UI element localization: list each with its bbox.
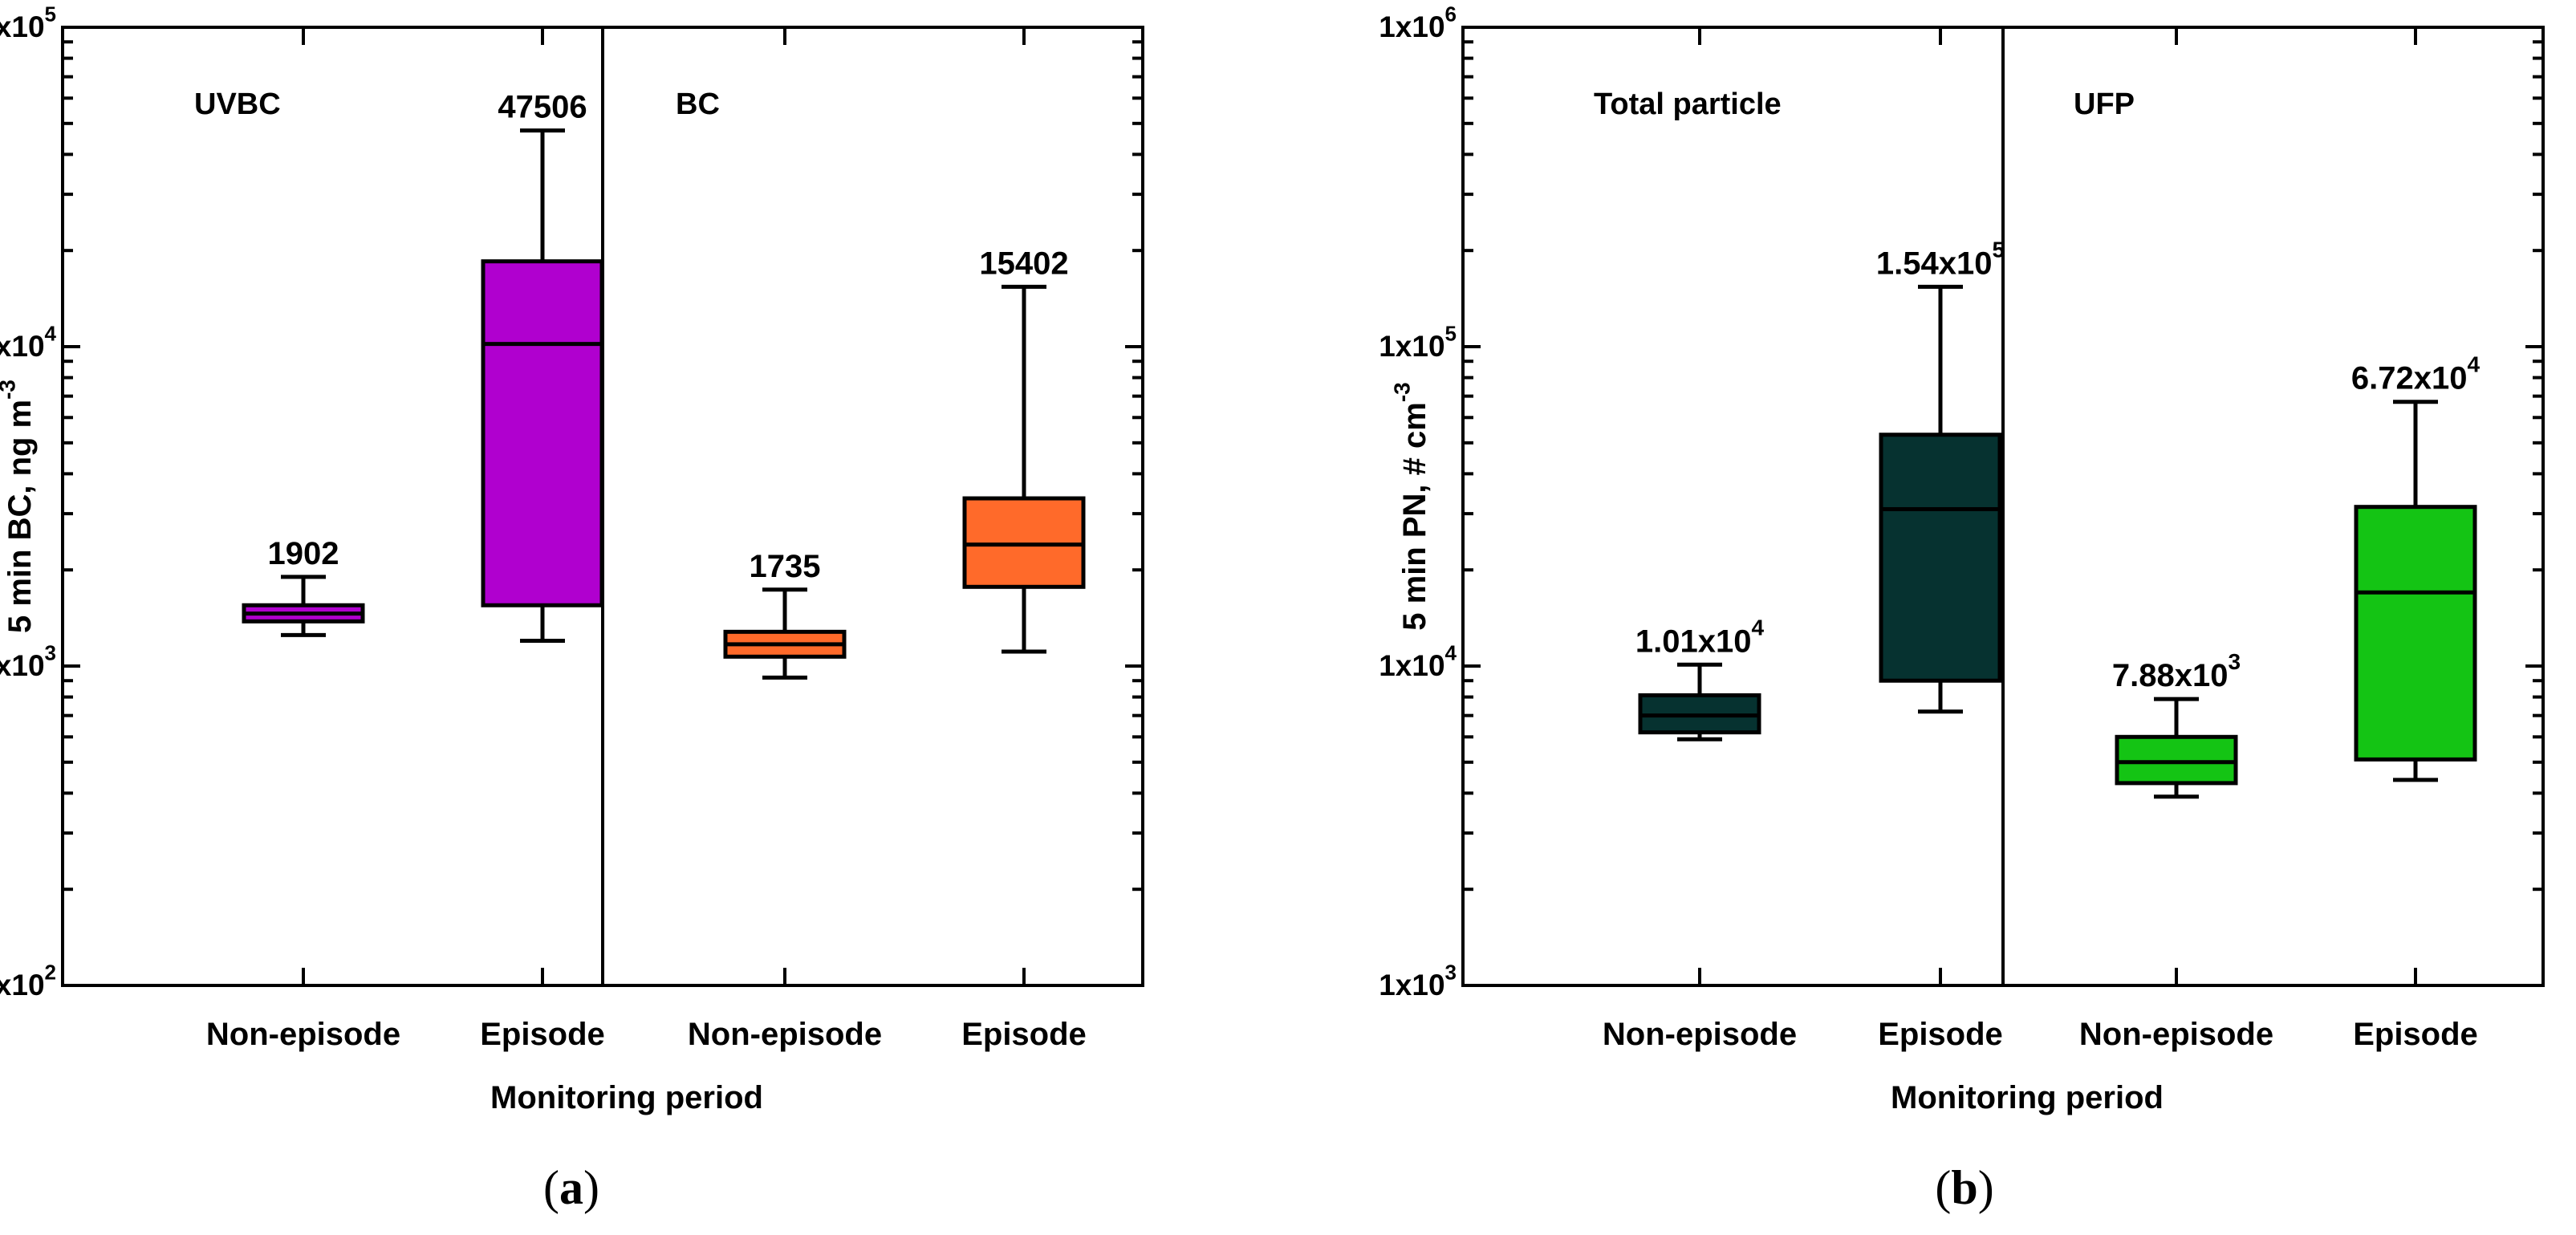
y-tick-label: 1x104 bbox=[1379, 641, 1457, 683]
x-category-label: Episode bbox=[961, 1017, 1087, 1052]
y-tick-label: 1x105 bbox=[0, 2, 56, 44]
y-tick-label: 1x106 bbox=[1379, 2, 1457, 44]
y-tick-label: 1x105 bbox=[1379, 322, 1457, 364]
x-category-label: Non-episode bbox=[1603, 1017, 1797, 1052]
max-value-label: 1.01x104 bbox=[1635, 615, 1765, 659]
iqr-box bbox=[2354, 505, 2477, 762]
max-value-label: 6.72x104 bbox=[2351, 352, 2481, 396]
x-category-label: Non-episode bbox=[2079, 1017, 2273, 1052]
x-category-label: Non-episode bbox=[206, 1017, 400, 1052]
x-category-label: Episode bbox=[1878, 1017, 2003, 1052]
max-value-label: 7.88x103 bbox=[2112, 649, 2241, 693]
iqr-box bbox=[481, 259, 604, 607]
y-tick-label: 1x102 bbox=[0, 961, 56, 1002]
y-tick-label: 1x104 bbox=[0, 322, 57, 364]
x-axis-title: Monitoring period bbox=[490, 1080, 763, 1115]
panel-label: (b) bbox=[1935, 1161, 1993, 1214]
group-label: UFP bbox=[2074, 87, 2135, 121]
y-axis-title: 5 min BC, ng m-3 bbox=[0, 380, 38, 633]
box-plot-3: 7.88x103 Non-episode bbox=[2079, 27, 2273, 1052]
group-label: BC bbox=[676, 87, 720, 121]
x-category-label: Episode bbox=[480, 1017, 605, 1052]
box-plot-4: 15402 Episode bbox=[961, 27, 1087, 1052]
max-value-label: 47506 bbox=[498, 90, 587, 125]
iqr-box bbox=[2115, 734, 2238, 786]
max-value-label: 1902 bbox=[268, 536, 339, 571]
y-axis-title: 5 min PN, # cm-3 bbox=[1389, 382, 1432, 630]
box-plot-2: 47506 Episode bbox=[480, 27, 605, 1052]
x-axis-title: Monitoring period bbox=[1891, 1080, 2164, 1115]
max-value-label: 1.54x105 bbox=[1876, 237, 2005, 281]
chart-panel-b: 1x103 1x104 1x105 1x106 5 min PN, # cm-3 Tota… bbox=[1379, 2, 2545, 1214]
y-tick-label: 1x103 bbox=[1379, 961, 1457, 1002]
chart-panel-a: 1x102 1x103 1x104 1x105 5 min BC, ng m-3 UVBC… bbox=[0, 2, 1144, 1214]
group-label: Total particle bbox=[1594, 87, 1782, 121]
group-label: UVBC bbox=[194, 87, 281, 121]
x-category-label: Non-episode bbox=[688, 1017, 882, 1052]
box-plot-4: 6.72x104 Episode bbox=[2351, 27, 2481, 1052]
iqr-box bbox=[1879, 433, 2002, 683]
box-plot-1: 1902 Non-episode bbox=[206, 27, 400, 1052]
iqr-box bbox=[962, 496, 1086, 589]
box-plot-2: 1.54x105 Episode bbox=[1876, 27, 2005, 1052]
max-value-label: 15402 bbox=[979, 246, 1068, 281]
box-plot-3: 1735 Non-episode bbox=[688, 27, 882, 1052]
max-value-label: 1735 bbox=[750, 549, 821, 584]
box-plot-1: 1.01x104 Non-episode bbox=[1603, 27, 1797, 1052]
y-tick-label: 1x103 bbox=[0, 641, 56, 683]
panel-label: (a) bbox=[543, 1161, 599, 1214]
x-category-label: Episode bbox=[2353, 1017, 2478, 1052]
